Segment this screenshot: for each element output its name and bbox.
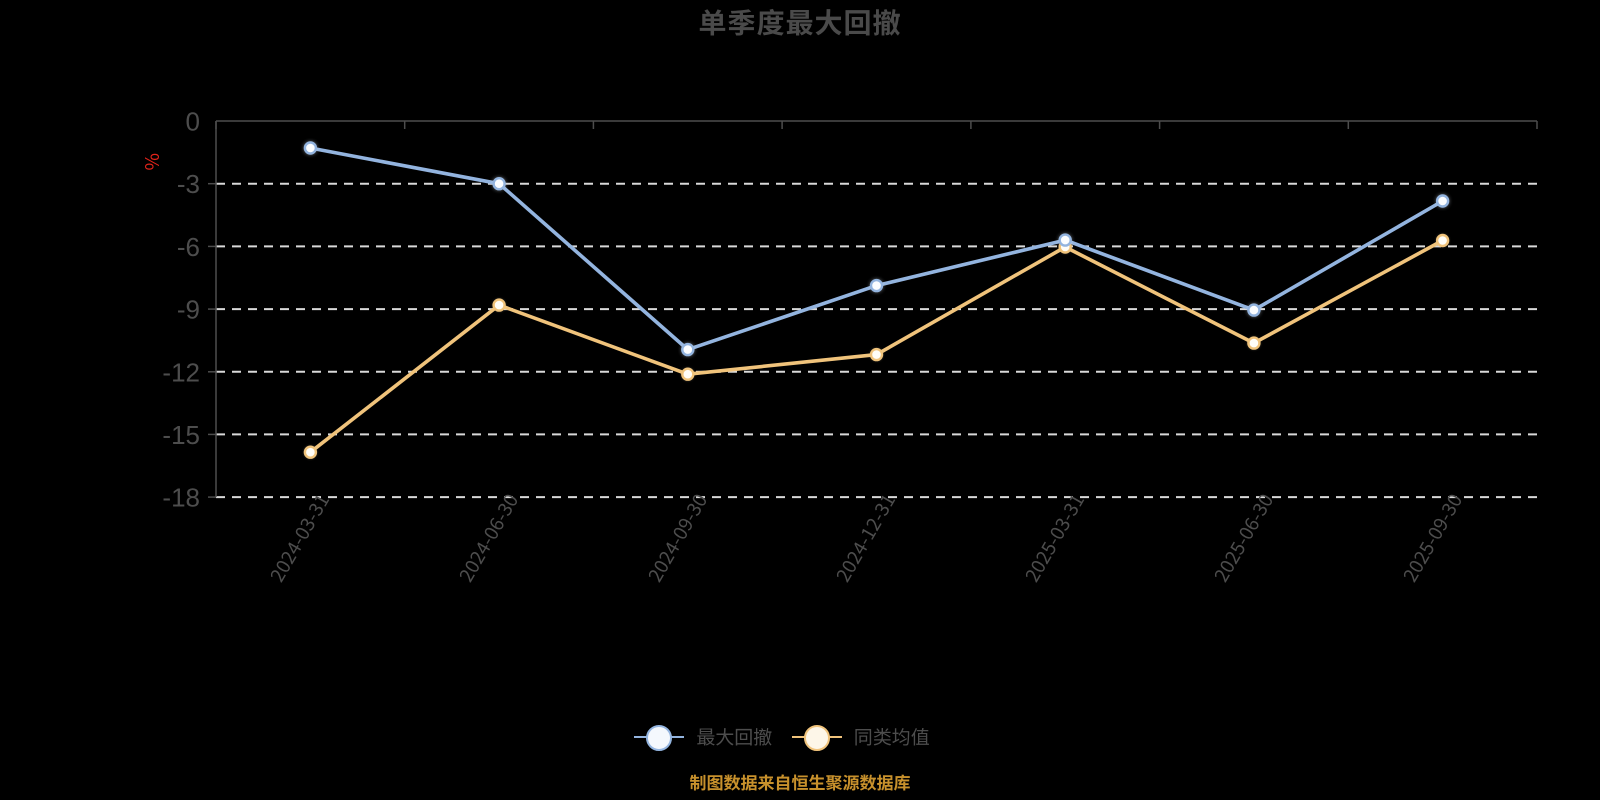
svg-text:-12: -12 [162, 357, 200, 387]
svg-text:-9: -9 [177, 295, 200, 325]
svg-text:-15: -15 [162, 420, 200, 450]
svg-text:-3: -3 [177, 169, 200, 199]
svg-text:0: 0 [186, 107, 200, 137]
svg-text:-18: -18 [162, 483, 200, 513]
svg-text:-6: -6 [177, 232, 200, 262]
